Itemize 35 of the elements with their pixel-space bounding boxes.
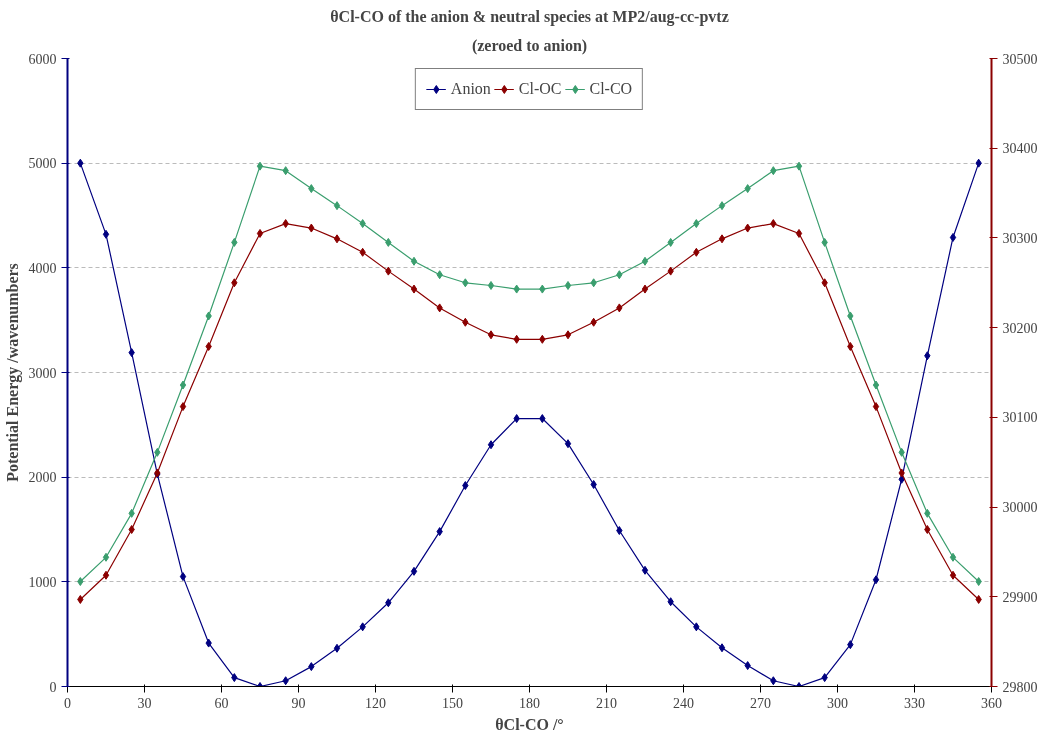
x-tick-label: 0 (64, 695, 71, 711)
y-tick-label: 4000 (28, 260, 57, 276)
y-tick-label: 5000 (28, 156, 57, 172)
legend-label: Anion (450, 80, 491, 98)
legend-label: Cl-OC (518, 80, 562, 98)
y2-tick-label: 30500 (1002, 51, 1038, 67)
y2-tick-label: 30000 (1002, 500, 1038, 516)
x-tick-label: 360 (981, 695, 1002, 711)
y-tick-label: 6000 (28, 51, 57, 67)
x-tick-label: 90 (291, 695, 306, 711)
x-tick-label: 180 (519, 695, 540, 711)
y-tick-label: 0 (49, 679, 57, 695)
y2-tick-label: 30300 (1002, 230, 1038, 246)
chart-subtitle: (zeroed to anion) (471, 36, 588, 55)
y-tick-label: 2000 (28, 470, 57, 486)
x-tick-label: 270 (750, 695, 771, 711)
x-axis-title: θCl-CO /° (495, 715, 564, 733)
x-tick-label: 30 (137, 695, 152, 711)
x-tick-label: 120 (365, 695, 386, 711)
y2-tick-label: 30200 (1002, 320, 1038, 336)
legend-label: Cl-CO (589, 80, 633, 98)
x-tick-label: 300 (827, 695, 848, 711)
x-tick-label: 210 (596, 695, 617, 711)
y-tick-label: 3000 (28, 365, 57, 381)
x-tick-label: 240 (673, 695, 694, 711)
y-axis-title: Potential Energy /wavenumbers (3, 263, 22, 482)
y2-tick-label: 30100 (1002, 410, 1038, 426)
chart-title: θCl-CO of the anion & neutral species at MP2/aug-cc-pvtz (330, 7, 729, 26)
x-tick-label: 330 (904, 695, 925, 711)
y2-tick-label: 29800 (1002, 679, 1038, 695)
y2-tick-label: 30400 (1002, 141, 1038, 157)
y-tick-label: 1000 (28, 574, 57, 590)
y2-tick-label: 29900 (1002, 589, 1038, 605)
x-tick-label: 60 (214, 695, 229, 711)
x-tick-label: 150 (442, 695, 463, 711)
